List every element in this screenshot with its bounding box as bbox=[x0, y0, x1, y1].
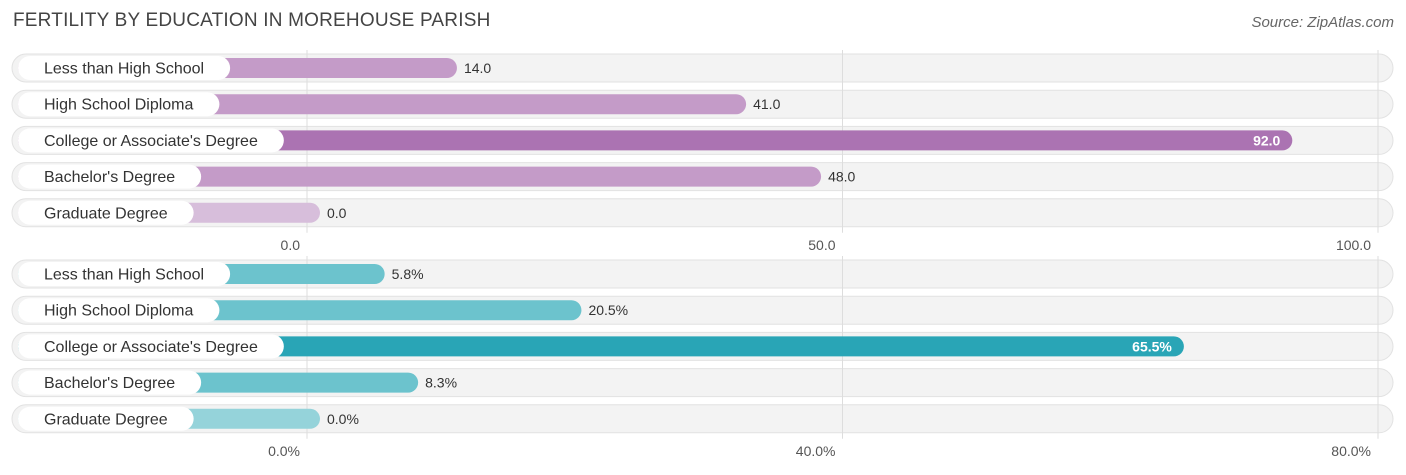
category-pill bbox=[18, 56, 231, 80]
tick-label: 0.0% bbox=[268, 443, 300, 459]
value-label: 41.0 bbox=[753, 96, 780, 112]
value-label: 5.8% bbox=[392, 266, 424, 282]
value-label: 14.0 bbox=[464, 60, 491, 76]
value-label: 48.0 bbox=[828, 169, 855, 185]
tick-label: 40.0% bbox=[796, 443, 836, 459]
bar-track bbox=[11, 404, 1394, 434]
value-label: 8.3% bbox=[425, 375, 457, 391]
category-pill bbox=[18, 128, 284, 153]
chart-panel-1: Less than High School 14.0 High School Dip… bbox=[11, 50, 1394, 253]
category-label: College or Associate's Degree bbox=[44, 133, 258, 150]
category-pill bbox=[18, 164, 202, 189]
category-label: College or Associate's Degree bbox=[44, 339, 258, 356]
category-label: Less than High School bbox=[44, 61, 204, 78]
category-label: Bachelor's Degree bbox=[44, 375, 175, 392]
bar bbox=[18, 130, 1293, 151]
category-label: Bachelor's Degree bbox=[44, 169, 175, 186]
tick-label: 50.0 bbox=[808, 237, 835, 253]
bar bbox=[18, 166, 822, 187]
value-label: 65.5% bbox=[1132, 338, 1172, 354]
tick-label: 80.0% bbox=[1331, 443, 1371, 459]
category-pill bbox=[18, 200, 194, 225]
value-label: 0.0% bbox=[327, 411, 359, 427]
tick-label: 0.0 bbox=[281, 237, 301, 253]
tick-label: 100.0 bbox=[1336, 237, 1371, 253]
category-pill bbox=[18, 334, 284, 359]
source-note: Source: ZipAtlas.com bbox=[1251, 14, 1394, 31]
category-pill bbox=[18, 298, 220, 323]
bar bbox=[18, 336, 1184, 357]
value-label: 20.5% bbox=[588, 302, 628, 318]
bar-track bbox=[11, 198, 1394, 228]
value-label: 0.0 bbox=[327, 205, 347, 221]
category-pill bbox=[18, 92, 220, 117]
chart-title: FERTILITY BY EDUCATION IN MOREHOUSE PARI… bbox=[13, 10, 491, 31]
chart-panel-2: Less than High School 5.8% High School Dip… bbox=[11, 256, 1394, 459]
category-label: Less than High School bbox=[44, 267, 204, 284]
category-label: Graduate Degree bbox=[44, 205, 168, 222]
category-pill bbox=[18, 370, 202, 395]
category-label: Graduate Degree bbox=[44, 411, 168, 428]
category-label: High School Diploma bbox=[44, 303, 194, 320]
category-pill bbox=[18, 262, 231, 286]
value-label: 92.0 bbox=[1253, 132, 1280, 148]
category-label: High School Diploma bbox=[44, 97, 194, 114]
category-pill bbox=[18, 406, 194, 431]
